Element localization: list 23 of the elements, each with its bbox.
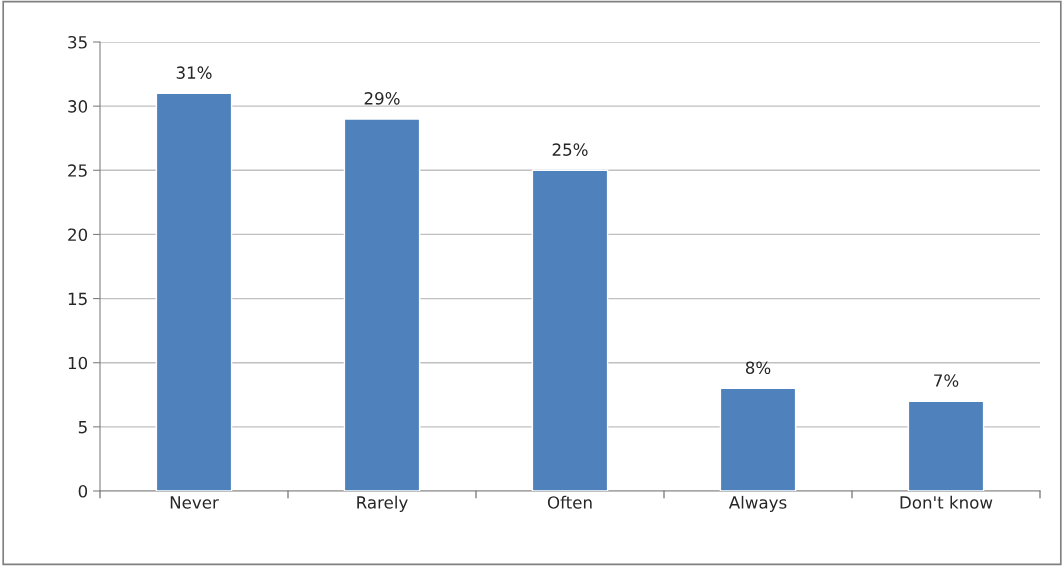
x-tick-label: Don't know xyxy=(900,495,993,509)
y-tick-label: 10 xyxy=(68,356,88,370)
bar xyxy=(907,400,985,491)
y-tick-label: 20 xyxy=(68,228,88,241)
data-label: 31% xyxy=(176,66,212,79)
y-tick-label: 25 xyxy=(68,164,87,177)
x-tick-label: Rarely xyxy=(357,495,408,512)
data-label: 7% xyxy=(934,374,959,387)
data-label: 8% xyxy=(745,361,771,375)
y-tick-label: 0 xyxy=(78,484,88,498)
bar xyxy=(343,118,421,491)
y-tick-label: 15 xyxy=(68,292,87,306)
y-tick-label: 35 xyxy=(68,35,87,49)
bar xyxy=(531,169,609,491)
bar xyxy=(719,387,797,491)
x-tick-label: Never xyxy=(170,496,219,509)
x-tick-label: Always xyxy=(728,495,787,512)
data-label: 25% xyxy=(552,143,588,156)
x-tick-label: Often xyxy=(547,495,592,509)
y-tick-label: 30 xyxy=(68,100,88,113)
data-label: 29% xyxy=(364,92,400,105)
y-tick-label: 5 xyxy=(78,421,87,434)
bar xyxy=(155,92,233,491)
